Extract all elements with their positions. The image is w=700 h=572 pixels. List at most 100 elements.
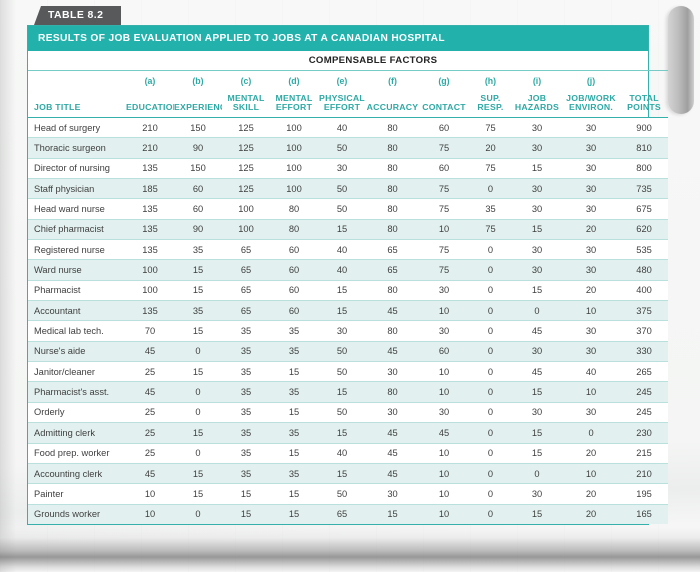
factor-value-cell: 30 <box>562 158 621 180</box>
factor-value-cell: 10 <box>419 219 469 241</box>
factor-value-cell: 0 <box>512 463 562 485</box>
factor-value-cell: 35 <box>270 381 318 403</box>
factor-value-cell: 125 <box>222 117 270 139</box>
factor-value-cell: 30 <box>318 158 366 180</box>
total-points-cell: 800 <box>620 158 669 180</box>
factor-value-cell: 15 <box>512 443 562 464</box>
factor-value-cell: 40 <box>318 443 366 464</box>
column-header-total-points-line2: POINTS <box>627 102 661 113</box>
factor-value-cell: 0 <box>562 422 621 444</box>
factor-value-cell: 45 <box>419 422 469 444</box>
group-header-compensable-factors: COMPENSABLE FACTORS <box>126 51 621 71</box>
table-row: Director of nursing 135 150 125 100 30 80 60 75 1… <box>28 158 669 180</box>
factor-value-cell: 15 <box>366 504 419 524</box>
factor-value-cell: 45 <box>512 320 562 342</box>
factor-value-cell: 75 <box>469 158 512 180</box>
column-letter-a: (a) <box>144 76 156 86</box>
factor-value-cell: 30 <box>562 320 621 342</box>
factor-value-cell: 0 <box>469 422 512 444</box>
factor-value-cell: 70 <box>126 320 174 342</box>
factor-value-cell: 60 <box>174 178 222 200</box>
page-bottom-shadow <box>0 528 700 572</box>
factor-value-cell: 65 <box>222 300 270 322</box>
table-row: Chief pharmacist 135 90 100 80 15 80 10 75 15 20 62… <box>28 219 669 241</box>
factor-value-cell: 30 <box>419 402 469 424</box>
factor-value-cell: 135 <box>126 300 174 322</box>
factor-value-cell: 10 <box>562 381 621 403</box>
factor-value-cell: 80 <box>366 158 419 180</box>
factor-value-cell: 35 <box>270 422 318 444</box>
factor-value-cell: 15 <box>318 381 366 403</box>
factor-value-cell: 30 <box>419 320 469 342</box>
table-row: Head ward nurse 135 60 100 80 50 80 75 35 30 30 675 <box>28 198 669 220</box>
column-header-experience-line2: EXPERIENCE <box>174 102 222 113</box>
factor-value-cell: 15 <box>318 422 366 444</box>
factor-value-cell: 210 <box>126 137 174 159</box>
total-points-cell: 375 <box>620 300 669 322</box>
factor-value-cell: 75 <box>419 137 469 159</box>
job-title-cell: Ward nurse <box>28 259 126 281</box>
factor-value-cell: 30 <box>562 341 621 363</box>
factor-value-cell: 185 <box>126 178 174 200</box>
factor-value-cell: 75 <box>469 219 512 241</box>
column-header-mental-skill-line1: MENTAL <box>227 92 265 103</box>
group-header-row: COMPENSABLE FACTORS <box>28 51 669 71</box>
factor-value-cell: 20 <box>562 280 621 302</box>
factor-value-cell: 10 <box>419 443 469 464</box>
group-header-spacer <box>28 51 126 71</box>
table-row: Pharmacist's asst. 45 0 35 35 15 80 10 0 15 10 245 <box>28 381 669 403</box>
factor-value-cell: 90 <box>174 137 222 159</box>
job-title-cell: Director of nursing <box>28 158 126 180</box>
factor-value-cell: 20 <box>562 219 621 241</box>
factor-value-cell: 20 <box>469 137 512 159</box>
factor-value-cell: 35 <box>222 443 270 464</box>
column-header-mental-effort: MENTAL EFFORT <box>270 87 318 118</box>
factor-value-cell: 10 <box>562 300 621 322</box>
table-row: Nurse's aide 45 0 35 35 50 45 60 0 30 30 330 <box>28 341 669 363</box>
total-points-cell: 480 <box>620 259 669 281</box>
job-title-cell: Janitor/cleaner <box>28 361 126 383</box>
factor-value-cell: 60 <box>419 341 469 363</box>
column-header-job-work-environ: JOB/WORK ENVIRON. <box>562 87 621 118</box>
column-header-education-line2: EDUCATION <box>126 102 174 113</box>
table-row: Staff physician 185 60 125 100 50 80 75 0 30 30 735 <box>28 178 669 200</box>
factor-value-cell: 15 <box>270 504 318 524</box>
table-row: Head of surgery 210 150 125 100 40 80 60 75 30 30 9… <box>28 117 669 139</box>
table-title: RESULTS OF JOB EVALUATION APPLIED TO JOB… <box>28 26 648 51</box>
factor-value-cell: 35 <box>174 300 222 322</box>
factor-value-cell: 0 <box>174 381 222 403</box>
factor-value-cell: 60 <box>270 280 318 302</box>
factor-value-cell: 35 <box>270 320 318 342</box>
factor-value-cell: 0 <box>174 341 222 363</box>
column-letter-i: (i) <box>532 76 542 86</box>
factor-value-cell: 30 <box>562 117 621 139</box>
factor-value-cell: 0 <box>469 341 512 363</box>
factor-value-cell: 0 <box>174 504 222 524</box>
factor-value-cell: 15 <box>270 402 318 424</box>
factor-value-cell: 10 <box>419 483 469 505</box>
factor-value-cell: 15 <box>270 443 318 464</box>
factor-value-cell: 25 <box>126 443 174 464</box>
factor-value-cell: 60 <box>270 300 318 322</box>
table-head: COMPENSABLE FACTORS (a) (b) (c) (d) (e) … <box>28 51 669 118</box>
factor-value-cell: 80 <box>366 320 419 342</box>
factor-value-cell: 60 <box>174 198 222 220</box>
factor-value-cell: 35 <box>222 422 270 444</box>
job-title-cell: Admitting clerk <box>28 422 126 444</box>
job-title-cell: Accountant <box>28 300 126 322</box>
factor-value-cell: 15 <box>174 280 222 302</box>
column-letter-e: (e) <box>336 76 348 86</box>
factor-value-cell: 45 <box>126 463 174 485</box>
column-header-total-points-line1: TOTAL <box>629 92 659 103</box>
table-row: Accountant 135 35 65 60 15 45 10 0 0 10 375 <box>28 300 669 322</box>
total-points-cell: 245 <box>620 402 669 424</box>
factor-value-cell: 35 <box>222 320 270 342</box>
factor-value-cell: 25 <box>126 402 174 424</box>
factor-value-cell: 15 <box>512 504 562 524</box>
factor-value-cell: 80 <box>366 219 419 241</box>
factor-value-cell: 125 <box>222 137 270 159</box>
factor-value-cell: 45 <box>512 361 562 383</box>
factor-value-cell: 15 <box>174 422 222 444</box>
factor-value-cell: 50 <box>318 341 366 363</box>
factor-value-cell: 65 <box>222 280 270 302</box>
